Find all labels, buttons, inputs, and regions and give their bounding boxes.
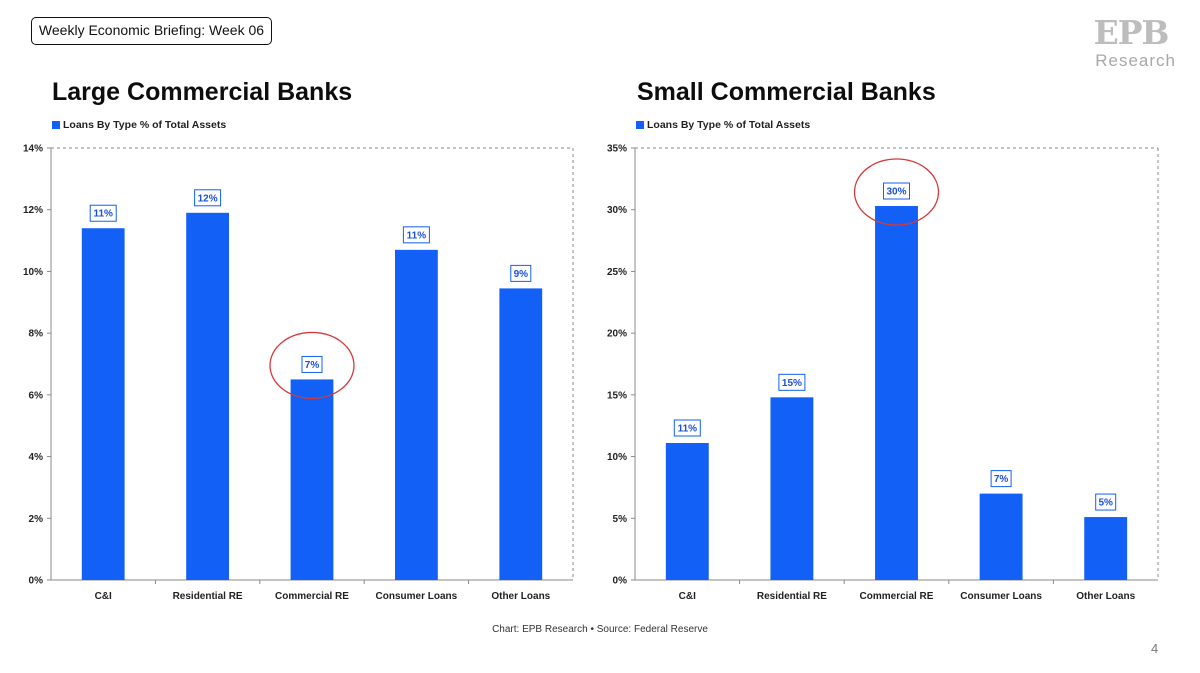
legend-swatch-small <box>636 121 644 129</box>
y-tick-label-large: 8% <box>29 329 44 340</box>
chart-title-large: Large Commercial Banks <box>52 78 353 106</box>
x-tick-label-small: C&I <box>679 591 696 602</box>
data-label-small: 15% <box>782 378 802 389</box>
x-tick-label-large: Consumer Loans <box>376 591 458 602</box>
y-tick-label-small: 10% <box>607 452 627 463</box>
page-number: 4 <box>1151 641 1159 656</box>
legend-small: Loans By Type % of Total Assets <box>636 119 810 131</box>
data-label-small: 30% <box>886 187 906 198</box>
y-tick-label-small: 15% <box>607 390 627 401</box>
y-tick-label-small: 5% <box>613 514 628 525</box>
data-label-box-small <box>1095 493 1117 511</box>
source-note: Chart: EPB Research • Source: Federal Re… <box>492 624 708 635</box>
x-tick-label-small: Consumer Loans <box>960 591 1042 602</box>
chart-small-commercial-banks: 0% 5% 10% 15% 20% 25% 30% 35% 11% C&I 15% Residenti… <box>607 144 1159 602</box>
data-label-box-large <box>301 355 323 373</box>
x-tick-label-small: Other Loans <box>1076 591 1135 602</box>
data-label-box-small <box>990 470 1012 488</box>
chart-large-commercial-banks: 0% 2% 4% 6% 8% 10% 12% 14% 11% C&I 12% Residential … <box>23 144 574 602</box>
logo-subtitle: Research <box>1095 51 1176 70</box>
data-label-small: 7% <box>994 474 1009 485</box>
data-label-large: 12% <box>198 193 218 204</box>
y-tick-label-large: 6% <box>29 390 44 401</box>
logo-mark: EPB <box>1093 13 1170 52</box>
data-label-box-large <box>194 189 222 207</box>
epb-logo: EPB Research <box>1086 13 1176 71</box>
x-tick-label-large: Residential RE <box>173 591 243 602</box>
bar-large <box>394 249 438 581</box>
data-label-small: 5% <box>1098 498 1113 509</box>
bar-large <box>290 379 334 580</box>
data-label-box-large <box>89 204 117 222</box>
highlight-circle-small <box>853 158 940 226</box>
bar-large <box>186 212 230 581</box>
data-label-large: 9% <box>514 269 529 280</box>
data-label-box-small <box>673 419 701 437</box>
highlight-circle-large <box>269 331 355 400</box>
data-label-small: 11% <box>678 423 698 434</box>
legend-label-large: Loans By Type % of Total Assets <box>63 119 227 131</box>
data-label-box-large <box>510 264 532 282</box>
x-tick-label-small: Residential RE <box>757 591 827 602</box>
bar-small <box>770 397 814 580</box>
x-tick-label-small: Commercial RE <box>860 591 934 602</box>
bar-large <box>81 228 125 580</box>
data-label-large: 11% <box>93 209 113 220</box>
legend-large: Loans By Type % of Total Assets <box>52 119 226 131</box>
legend-label-small: Loans By Type % of Total Assets <box>647 119 811 131</box>
y-tick-label-large: 12% <box>23 205 43 216</box>
x-tick-label-large: Commercial RE <box>275 591 349 602</box>
bar-small <box>979 493 1023 580</box>
briefing-label: Weekly Economic Briefing: Week 06 <box>31 17 272 45</box>
legend-swatch-large <box>52 121 60 129</box>
x-tick-label-large: Other Loans <box>491 591 550 602</box>
y-tick-label-small: 30% <box>607 205 627 216</box>
y-tick-label-small: 35% <box>607 144 627 155</box>
x-tick-label-large: C&I <box>95 591 112 602</box>
data-label-large: 7% <box>305 360 320 371</box>
chart-title-small: Small Commercial Banks <box>637 78 936 106</box>
y-tick-label-small: 0% <box>613 576 628 587</box>
y-tick-label-large: 4% <box>29 452 44 463</box>
y-tick-label-large: 2% <box>29 514 44 525</box>
y-tick-label-large: 10% <box>23 267 43 278</box>
y-tick-label-large: 14% <box>23 144 43 155</box>
bar-large <box>499 288 543 580</box>
y-tick-label-large: 0% <box>29 576 44 587</box>
data-label-box-large <box>402 226 430 244</box>
bar-small <box>1084 517 1128 580</box>
bar-small <box>875 206 918 581</box>
bar-small <box>665 442 709 580</box>
y-tick-label-small: 20% <box>607 329 627 340</box>
data-label-box-small <box>883 182 910 200</box>
data-label-large: 11% <box>407 230 427 241</box>
y-tick-label-small: 25% <box>607 267 627 278</box>
data-label-box-small <box>778 373 806 391</box>
